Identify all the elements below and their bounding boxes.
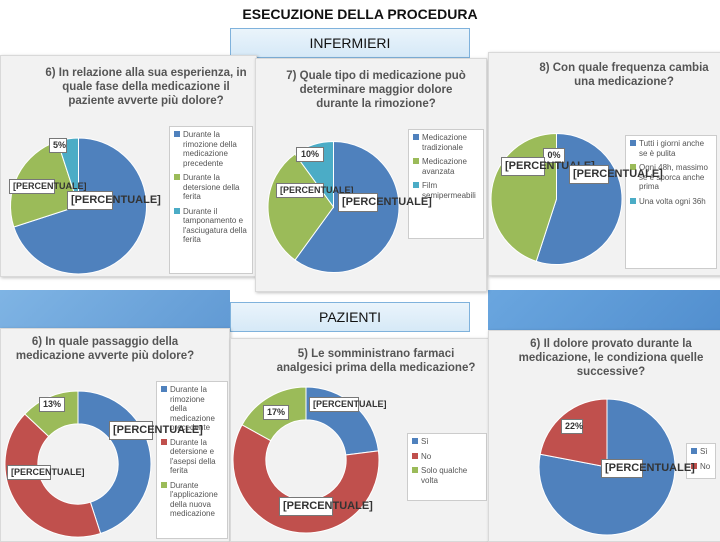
chart-title: 7) Quale tipo di medicazione può determi… — [286, 70, 466, 110]
legend-item: Durante la rimozione della medicazione p… — [161, 385, 223, 433]
legend-label: Durante l'applicazione della nuova medic… — [170, 480, 218, 519]
legend-label: Durante la rimozione della medicazione p… — [183, 130, 237, 168]
legend-item: Medicazione tradizionale — [413, 133, 479, 152]
legend-swatch — [691, 448, 697, 454]
data-label: 13% — [39, 397, 65, 412]
chart-legend: Medicazione tradizionale Medicazione avan… — [408, 129, 484, 239]
legend-item: Medicazione avanzata — [413, 157, 479, 176]
legend-swatch — [412, 452, 418, 459]
chart-title: 6) Il dolore provato durante la medicazi… — [518, 338, 704, 378]
data-label: [PERCENTUALE] — [7, 465, 85, 480]
legend-label: No — [700, 461, 711, 471]
donut-chart — [4, 390, 152, 538]
legend-swatch — [413, 182, 419, 188]
legend-swatch — [174, 207, 180, 214]
legend-swatch — [174, 174, 180, 180]
legend-label: Durante la detersione della ferita — [183, 173, 240, 201]
legend-swatch — [161, 386, 167, 392]
data-label: 10% — [296, 147, 324, 162]
legend-swatch — [630, 197, 636, 204]
data-label: [PERCENTUALE] — [501, 157, 595, 176]
legend-label: No — [421, 451, 432, 461]
legend-item: Sì — [691, 447, 711, 457]
chart-title: 6) In relazione alla sua esperienza, in … — [45, 67, 247, 107]
legend-label: Tutti i giorni anche se è pulita — [639, 139, 705, 158]
legend-item: Durante il tamponamento e l'asciugatura … — [174, 207, 248, 245]
chart-panel-patients-q6b: 6) Il dolore provato durante la medicazi… — [488, 330, 720, 542]
legend-swatch — [413, 158, 419, 164]
legend-swatch — [161, 481, 167, 488]
chart-legend: Tutti i giorni anche se è pulita Ogni 48h… — [625, 135, 717, 269]
page-title: ESECUZIONE DELLA PROCEDURA — [242, 6, 478, 22]
legend-swatch — [174, 131, 180, 137]
legend-label: Durante il tamponamento e l'asciugatura … — [183, 206, 247, 245]
legend-item: Una volta ogni 36h — [630, 197, 712, 207]
pie-slice — [4, 413, 102, 538]
legend-item: Durante la rimozione della medicazione p… — [174, 130, 248, 168]
legend-item: Sì — [412, 437, 482, 447]
chart-legend: Sì No Solo qualche volta — [407, 433, 487, 501]
legend-item: Durante la detersione e l'asepsi della f… — [161, 438, 223, 476]
legend-item: Durante la detersione della ferita — [174, 173, 248, 202]
chart-panel-patients-q6: 6) In quale passaggio della medicazione … — [0, 328, 230, 542]
data-label: 5% — [49, 138, 67, 153]
chart-panel-patients-q5: 5) Le somministrano farmaci analgesici p… — [230, 338, 490, 542]
pie-slice — [538, 398, 676, 536]
legend-swatch — [161, 438, 167, 445]
pie-slice — [267, 153, 335, 261]
chart-title: 8) Con quale frequenza cambia una medica… — [539, 62, 709, 88]
data-label: [PERCENTUALE] — [279, 497, 373, 516]
chart-panel-nurses-q8: 8) Con quale frequenza cambia una medica… — [488, 52, 720, 276]
data-label: 22% — [561, 419, 583, 434]
data-label: [PERCENTUALE] — [338, 193, 432, 212]
chart-panel-nurses-q6: 6) In relazione alla sua esperienza, in … — [0, 55, 257, 277]
legend-label: Durante la detersione e l'asepsi della f… — [170, 437, 216, 476]
legend-label: Sì — [700, 447, 708, 456]
legend-label: Durante la rimozione della medicazione p… — [170, 385, 215, 432]
data-label: [PERCENTUALE] — [309, 397, 387, 412]
data-label: [PERCENTUALE] — [601, 459, 695, 478]
chart-legend: Sì No — [686, 443, 716, 479]
chart-title: 6) In quale passaggio della medicazione … — [15, 336, 195, 362]
group-header-patients: PAZIENTI — [230, 302, 470, 332]
legend-swatch — [413, 134, 419, 140]
legend-item: No — [412, 452, 482, 462]
legend-label: Medicazione tradizionale — [422, 133, 467, 152]
data-label: [PERCENTUALE] — [569, 165, 663, 184]
data-label: [PERCENTUALE] — [276, 183, 354, 198]
legend-swatch — [412, 467, 418, 473]
legend-swatch — [630, 140, 636, 146]
data-label: [PERCENTUALE] — [9, 179, 87, 194]
legend-item: Ogni 48h, massimo se è sporca anche prim… — [630, 163, 712, 192]
chart-title: 5) Le somministrano farmaci analgesici p… — [276, 348, 476, 374]
chart-legend: Durante la rimozione della medicazione p… — [169, 126, 253, 274]
data-label: [PERCENTUALE] — [67, 191, 161, 210]
legend-swatch — [412, 438, 418, 444]
legend-label: Sì — [421, 437, 429, 446]
legend-item: No — [691, 462, 711, 472]
legend-item: Tutti i giorni anche se è pulita — [630, 139, 712, 158]
legend-item: Film semipermeabili — [413, 181, 479, 200]
data-label: [PERCENTUALE] — [109, 421, 203, 440]
legend-item: Solo qualche volta — [412, 466, 482, 485]
legend-label: Ogni 48h, massimo se è sporca anche prim… — [639, 163, 708, 191]
legend-label: Medicazione avanzata — [422, 157, 467, 176]
legend-item: Durante l'applicazione della nuova medic… — [161, 481, 223, 519]
data-label: 0% — [543, 148, 565, 163]
chart-legend: Durante la rimozione della medicazione p… — [156, 381, 228, 539]
legend-swatch — [630, 164, 636, 170]
legend-label: Film semipermeabili — [422, 181, 476, 200]
group-header-nurses: INFERMIERI — [230, 28, 470, 58]
data-label: 17% — [263, 405, 289, 420]
legend-label: Solo qualche volta — [421, 466, 468, 485]
legend-label: Una volta ogni 36h — [639, 196, 706, 206]
chart-panel-nurses-q7: 7) Quale tipo di medicazione può determi… — [255, 58, 487, 292]
legend-swatch — [691, 462, 697, 469]
